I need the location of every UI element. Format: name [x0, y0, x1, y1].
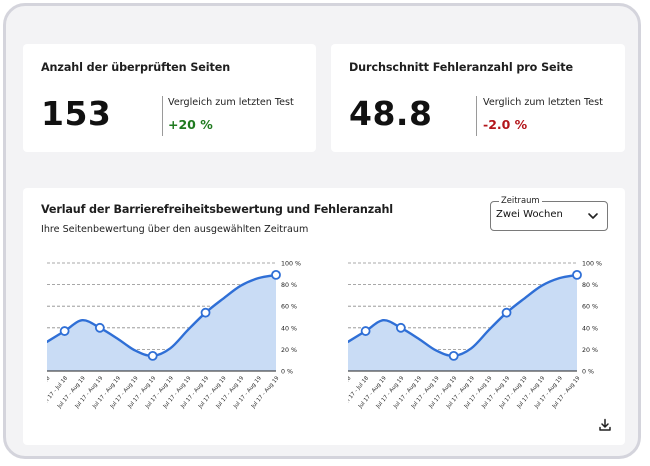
timerange-label: Zeitraum — [499, 195, 542, 206]
y-tick-label: 60 % — [281, 304, 297, 311]
y-tick-label: 20 % — [582, 347, 598, 354]
y-tick-label: 40 % — [582, 325, 598, 332]
kpi-value: 48.8 — [349, 94, 433, 133]
y-tick-label: 60 % — [582, 304, 598, 311]
trend-chart-right: 0 %20 %40 %60 %80 %100 %Jun 17 - Jul 18J… — [348, 261, 602, 410]
trend-chart-left: 0 %20 %40 %60 %80 %100 %Jun 17 - Jul 18J… — [47, 261, 301, 410]
y-tick-label: 100 % — [281, 261, 301, 268]
y-tick-label: 20 % — [281, 347, 297, 354]
data-point — [200, 307, 211, 318]
chevron-down-icon — [588, 213, 598, 219]
download-icon[interactable] — [598, 418, 612, 432]
series-area — [348, 274, 577, 371]
data-point — [572, 269, 582, 280]
y-tick-label: 0 % — [281, 369, 293, 376]
data-point — [271, 269, 281, 280]
y-tick-label: 40 % — [281, 325, 297, 332]
data-point — [360, 326, 371, 336]
app-frame: Anzahl der überprüften Seiten 153 Vergle… — [3, 3, 641, 459]
kpi-title: Durchschnitt Fehleranzahl pro Seite — [349, 61, 573, 74]
data-point — [59, 326, 70, 336]
kpi-title: Anzahl der überprüften Seiten — [41, 61, 231, 74]
kpi-divider — [476, 96, 477, 136]
y-tick-label: 80 % — [582, 282, 598, 289]
kpi-compare-value: +20 % — [168, 117, 213, 132]
trend-card: Verlauf der Barrierefreiheitsbewertung u… — [23, 188, 625, 445]
data-point — [94, 322, 105, 333]
y-tick-label: 0 % — [582, 369, 594, 376]
data-point — [448, 350, 459, 361]
series-area — [47, 274, 276, 371]
y-tick-label: 100 % — [582, 261, 602, 268]
trend-subtitle: Ihre Seitenbewertung über den ausgewählt… — [41, 224, 309, 235]
timerange-select[interactable]: Zeitraum Zwei Wochen — [490, 195, 608, 231]
data-point — [395, 322, 406, 333]
series-line — [348, 273, 579, 358]
kpi-compare-label: Verglich zum letzten Test — [483, 97, 603, 108]
data-point — [147, 350, 158, 361]
timerange-value: Zwei Wochen — [496, 209, 563, 220]
kpi-value: 153 — [41, 94, 112, 133]
kpi-divider — [162, 96, 163, 136]
kpi-compare-label: Vergleich zum letzten Test — [168, 97, 294, 108]
kpi-card-pages: Anzahl der überprüften Seiten 153 Vergle… — [23, 44, 316, 152]
kpi-compare-value: -2.0 % — [483, 117, 528, 132]
series-line — [47, 273, 278, 358]
kpi-card-errors: Durchschnitt Fehleranzahl pro Seite 48.8… — [331, 44, 625, 152]
y-tick-label: 80 % — [281, 282, 297, 289]
data-point — [501, 307, 512, 318]
trend-title: Verlauf der Barrierefreiheitsbewertung u… — [41, 203, 393, 216]
